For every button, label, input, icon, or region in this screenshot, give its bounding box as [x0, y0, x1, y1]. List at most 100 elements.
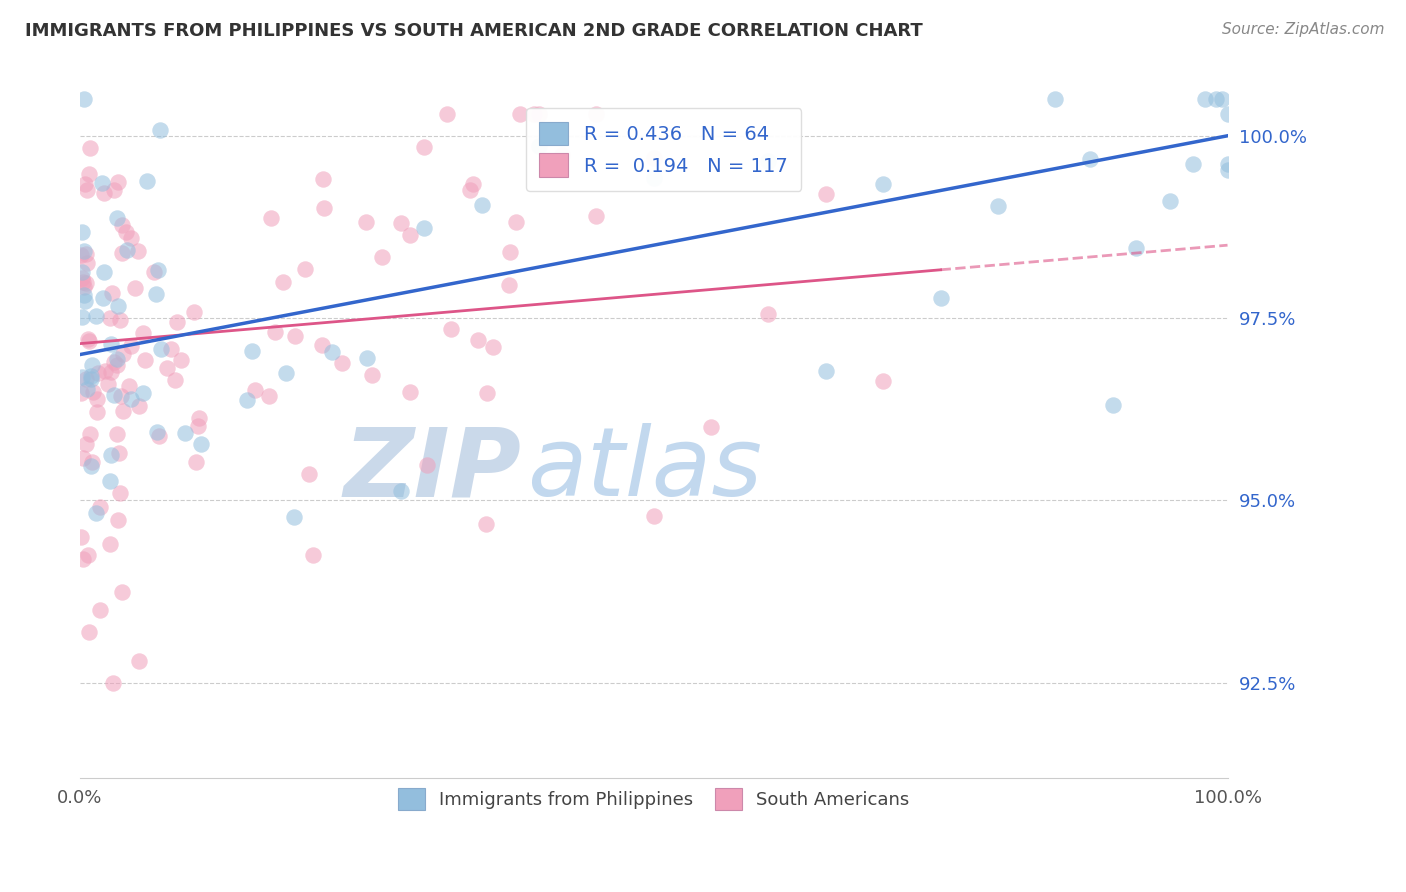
- Point: [360, 368, 382, 382]
- Point: [240, 344, 263, 359]
- Point: [111, 246, 134, 260]
- Point: [814, 364, 837, 378]
- Point: [187, 410, 209, 425]
- Point: [356, 351, 378, 365]
- Point: [103, 183, 125, 197]
- Point: [389, 484, 412, 499]
- Point: [80, 369, 103, 384]
- Point: [499, 244, 522, 259]
- Point: [311, 337, 333, 351]
- Point: [107, 513, 129, 527]
- Point: [440, 321, 463, 335]
- Point: [1211, 92, 1233, 106]
- Point: [70, 248, 93, 262]
- Point: [474, 517, 496, 532]
- Point: [1078, 152, 1101, 166]
- Point: [70, 310, 93, 324]
- Point: [89, 603, 111, 617]
- Point: [1216, 157, 1239, 171]
- Point: [72, 551, 94, 566]
- Point: [643, 509, 665, 524]
- Text: ZIP: ZIP: [344, 423, 522, 516]
- Point: [70, 530, 93, 544]
- Point: [108, 313, 131, 327]
- Legend: Immigrants from Philippines, South Americans: Immigrants from Philippines, South Ameri…: [384, 773, 924, 824]
- Point: [170, 353, 193, 368]
- Point: [245, 383, 267, 397]
- Point: [97, 377, 120, 392]
- Point: [100, 365, 122, 379]
- Point: [100, 448, 122, 462]
- Point: [80, 458, 103, 473]
- Point: [80, 372, 103, 386]
- Text: IMMIGRANTS FROM PHILIPPINES VS SOUTH AMERICAN 2ND GRADE CORRELATION CHART: IMMIGRANTS FROM PHILIPPINES VS SOUTH AME…: [25, 22, 924, 40]
- Point: [143, 265, 166, 279]
- Point: [112, 404, 135, 418]
- Point: [643, 152, 665, 166]
- Point: [118, 378, 141, 392]
- Point: [93, 265, 115, 279]
- Point: [79, 334, 101, 349]
- Point: [110, 389, 132, 403]
- Point: [132, 385, 155, 400]
- Point: [75, 276, 97, 290]
- Point: [314, 201, 336, 215]
- Point: [470, 197, 492, 211]
- Point: [72, 450, 94, 465]
- Point: [523, 107, 546, 121]
- Point: [114, 225, 136, 239]
- Point: [105, 358, 128, 372]
- Point: [101, 675, 124, 690]
- Point: [987, 199, 1010, 213]
- Point: [463, 177, 485, 191]
- Point: [1182, 157, 1205, 171]
- Point: [73, 244, 96, 258]
- Point: [89, 500, 111, 514]
- Text: atlas: atlas: [527, 423, 762, 516]
- Point: [111, 584, 134, 599]
- Point: [174, 425, 197, 440]
- Point: [87, 366, 110, 380]
- Point: [77, 548, 100, 562]
- Point: [94, 364, 117, 378]
- Point: [128, 399, 150, 413]
- Point: [399, 228, 422, 243]
- Point: [80, 455, 103, 469]
- Point: [146, 263, 169, 277]
- Point: [872, 375, 894, 389]
- Point: [156, 361, 179, 376]
- Point: [107, 175, 129, 189]
- Point: [98, 474, 121, 488]
- Point: [72, 275, 94, 289]
- Point: [284, 329, 307, 343]
- Point: [183, 305, 205, 319]
- Point: [505, 215, 527, 229]
- Point: [276, 366, 298, 380]
- Point: [98, 310, 121, 325]
- Point: [105, 211, 128, 226]
- Point: [149, 123, 172, 137]
- Point: [76, 183, 98, 197]
- Point: [370, 250, 392, 264]
- Point: [100, 336, 122, 351]
- Point: [105, 351, 128, 366]
- Point: [294, 261, 316, 276]
- Point: [77, 168, 100, 182]
- Point: [585, 107, 607, 121]
- Point: [700, 419, 723, 434]
- Point: [929, 291, 952, 305]
- Point: [1101, 399, 1123, 413]
- Point: [70, 386, 93, 401]
- Point: [82, 385, 104, 400]
- Point: [148, 429, 170, 443]
- Point: [98, 537, 121, 551]
- Point: [477, 385, 499, 400]
- Point: [75, 247, 97, 261]
- Point: [86, 405, 108, 419]
- Point: [1045, 92, 1067, 106]
- Point: [389, 215, 412, 229]
- Point: [79, 427, 101, 442]
- Text: Source: ZipAtlas.com: Source: ZipAtlas.com: [1222, 22, 1385, 37]
- Point: [482, 340, 505, 354]
- Point: [79, 140, 101, 154]
